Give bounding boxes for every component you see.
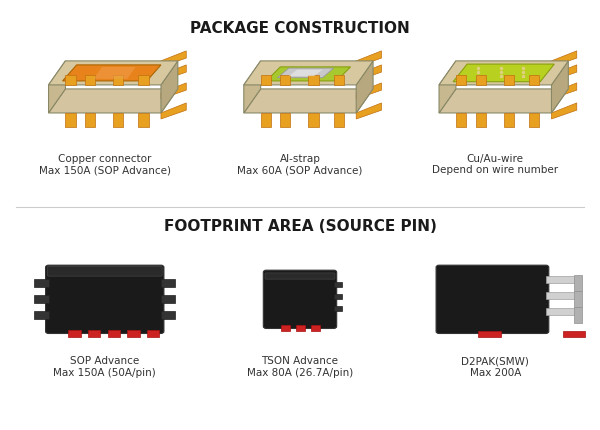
Polygon shape — [260, 113, 271, 127]
Text: D2PAK(SMW)
Max 200A: D2PAK(SMW) Max 200A — [461, 356, 529, 378]
Bar — [574, 307, 583, 323]
Polygon shape — [161, 83, 186, 99]
Polygon shape — [289, 70, 322, 76]
Polygon shape — [49, 89, 178, 113]
Polygon shape — [356, 61, 373, 113]
Text: PACKAGE CONSTRUCTION: PACKAGE CONSTRUCTION — [190, 21, 410, 36]
Polygon shape — [529, 113, 539, 127]
Polygon shape — [161, 51, 186, 67]
Polygon shape — [308, 75, 319, 85]
Bar — [334, 294, 342, 299]
Polygon shape — [49, 61, 65, 113]
Polygon shape — [280, 75, 290, 85]
Polygon shape — [161, 65, 186, 81]
Polygon shape — [356, 83, 382, 99]
Bar — [161, 295, 175, 303]
Bar — [161, 310, 175, 319]
Bar — [34, 295, 49, 303]
Polygon shape — [551, 51, 577, 67]
Polygon shape — [453, 64, 554, 82]
Polygon shape — [529, 75, 539, 85]
Polygon shape — [139, 75, 149, 85]
Polygon shape — [113, 113, 123, 127]
Polygon shape — [266, 67, 350, 81]
Polygon shape — [139, 113, 149, 127]
Polygon shape — [65, 75, 76, 85]
Polygon shape — [356, 51, 382, 67]
Polygon shape — [439, 61, 568, 85]
Polygon shape — [85, 75, 95, 85]
Polygon shape — [439, 89, 568, 113]
Polygon shape — [62, 65, 161, 81]
Polygon shape — [113, 75, 123, 85]
Polygon shape — [356, 103, 382, 119]
FancyBboxPatch shape — [263, 270, 337, 329]
Bar — [107, 330, 120, 338]
Text: Cu/Au-wire
Depend on wire number: Cu/Au-wire Depend on wire number — [432, 154, 559, 175]
Polygon shape — [503, 75, 514, 85]
Polygon shape — [278, 68, 334, 78]
Polygon shape — [85, 113, 95, 127]
Text: FOOTPRINT AREA (SOURCE PIN): FOOTPRINT AREA (SOURCE PIN) — [164, 219, 436, 234]
Text: Al-strap
Max 60A (SOP Advance): Al-strap Max 60A (SOP Advance) — [238, 154, 362, 175]
Bar — [574, 291, 583, 307]
Polygon shape — [280, 113, 290, 127]
Polygon shape — [65, 113, 76, 127]
Polygon shape — [161, 61, 178, 113]
Text: TSON Advance
Max 80A (26.7A/pin): TSON Advance Max 80A (26.7A/pin) — [247, 356, 353, 378]
Bar — [311, 326, 320, 331]
Polygon shape — [503, 113, 514, 127]
Polygon shape — [551, 65, 577, 81]
FancyBboxPatch shape — [47, 267, 162, 276]
Bar — [563, 332, 585, 338]
Polygon shape — [551, 103, 577, 119]
FancyBboxPatch shape — [436, 265, 549, 334]
FancyBboxPatch shape — [46, 265, 164, 334]
Polygon shape — [94, 67, 136, 79]
Polygon shape — [356, 65, 382, 81]
Bar — [296, 326, 305, 331]
Bar — [161, 279, 175, 287]
Polygon shape — [260, 75, 271, 85]
Polygon shape — [551, 61, 568, 113]
Bar — [546, 292, 580, 299]
Bar — [334, 282, 342, 287]
Bar — [34, 279, 49, 287]
Polygon shape — [456, 75, 466, 85]
Polygon shape — [551, 83, 577, 99]
Polygon shape — [49, 61, 178, 85]
Polygon shape — [244, 89, 373, 113]
Polygon shape — [456, 113, 466, 127]
FancyBboxPatch shape — [265, 273, 335, 279]
Text: Copper connector
Max 150A (SOP Advance): Copper connector Max 150A (SOP Advance) — [39, 154, 171, 175]
Polygon shape — [308, 113, 319, 127]
Bar — [68, 330, 80, 338]
Polygon shape — [244, 61, 373, 85]
Polygon shape — [476, 75, 485, 85]
Bar — [281, 326, 290, 331]
Bar — [334, 306, 342, 311]
Polygon shape — [161, 103, 186, 119]
Polygon shape — [476, 113, 485, 127]
Bar — [546, 308, 580, 315]
Bar — [546, 276, 580, 283]
Bar — [34, 310, 49, 319]
Polygon shape — [334, 113, 344, 127]
Bar — [478, 332, 501, 338]
Bar — [127, 330, 140, 338]
Polygon shape — [439, 61, 456, 113]
Text: SOP Advance
Max 150A (50A/pin): SOP Advance Max 150A (50A/pin) — [53, 356, 156, 378]
Bar — [574, 275, 583, 291]
Bar — [88, 330, 100, 338]
Bar — [147, 330, 159, 338]
Polygon shape — [334, 75, 344, 85]
Polygon shape — [244, 61, 260, 113]
